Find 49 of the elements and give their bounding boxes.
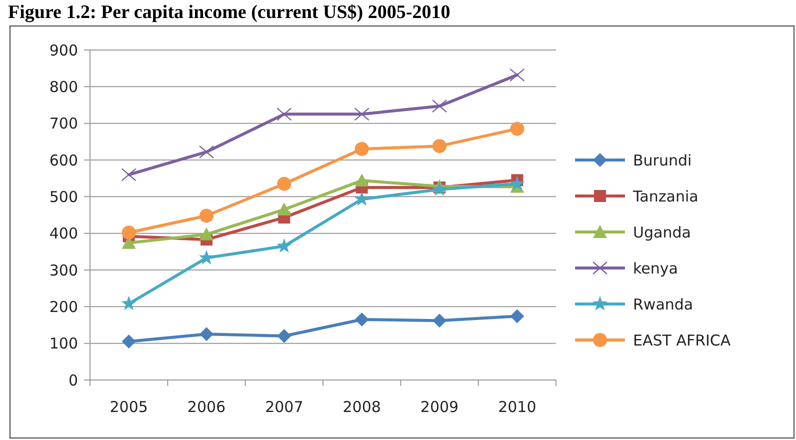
- point: [432, 314, 446, 328]
- point: [277, 202, 292, 216]
- y-tick-label: 400: [49, 224, 78, 243]
- chart-title: Figure 1.2: Per capita income (current US$) 2005-2010: [8, 2, 450, 23]
- x-tick-label: 2007: [265, 398, 304, 416]
- y-tick-label: 0: [68, 371, 78, 390]
- point: [354, 312, 369, 326]
- legend-label: kenya: [633, 259, 678, 278]
- point: [354, 142, 369, 156]
- point: [198, 250, 214, 264]
- y-tick-label: 600: [49, 151, 78, 170]
- y-tick-label: 100: [49, 334, 78, 353]
- legend-label: Burundi: [633, 151, 692, 170]
- point: [510, 176, 525, 190]
- point: [121, 168, 136, 182]
- point: [276, 108, 292, 121]
- legend-label: EAST AFRICA: [633, 331, 732, 350]
- point: [121, 296, 136, 310]
- point: [510, 68, 525, 82]
- y-tick-label: 900: [49, 41, 78, 60]
- x-tick-label: 2009: [420, 398, 459, 416]
- y-tick-label: 300: [49, 261, 78, 280]
- point: [510, 122, 524, 136]
- point: [354, 174, 369, 187]
- point: [277, 176, 292, 191]
- point: [200, 208, 214, 223]
- legend-label: Rwanda: [633, 295, 694, 314]
- point: [354, 191, 370, 206]
- point: [432, 139, 446, 154]
- y-tick-label: 700: [49, 114, 78, 133]
- x-tick-label: 2005: [110, 398, 148, 416]
- y-tick-label: 200: [49, 298, 78, 316]
- legend-label: Tanzania: [632, 187, 698, 206]
- point: [122, 226, 136, 240]
- point: [200, 327, 214, 342]
- point: [510, 309, 524, 324]
- y-tick-label: 800: [49, 78, 78, 96]
- legend-label: Uganda: [633, 223, 691, 242]
- point: [432, 100, 448, 113]
- x-tick-label: 2010: [498, 398, 536, 416]
- point: [277, 329, 292, 343]
- point: [198, 145, 214, 159]
- point: [276, 238, 292, 253]
- point: [200, 227, 214, 240]
- x-tick-label: 2008: [342, 398, 381, 416]
- y-tick-label: 500: [49, 188, 78, 206]
- x-tick-label: 2006: [187, 398, 226, 416]
- point: [354, 108, 370, 121]
- point: [122, 334, 136, 348]
